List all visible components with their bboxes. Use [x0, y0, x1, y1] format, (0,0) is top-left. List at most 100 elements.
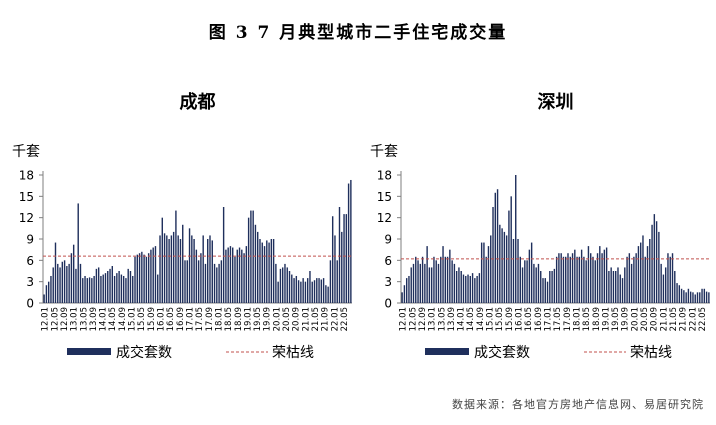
bar — [247, 217, 250, 303]
x-tick-label: 17.09 — [563, 307, 573, 331]
bar — [195, 249, 198, 303]
x-tick-label: 13.01 — [70, 307, 80, 331]
bar — [184, 260, 186, 303]
bar — [412, 263, 415, 303]
bar — [574, 249, 576, 303]
bar — [284, 263, 286, 303]
x-tick-label: 22.01 — [688, 307, 698, 331]
bar — [241, 249, 243, 303]
x-tick-label: 20.09 — [650, 307, 660, 331]
y-tick-label: 15 — [19, 190, 34, 204]
bar — [485, 256, 487, 303]
bar — [268, 242, 270, 303]
bar — [471, 273, 474, 303]
bar — [530, 242, 533, 303]
bar — [458, 267, 460, 303]
bar — [528, 249, 531, 303]
bar — [696, 292, 699, 303]
bar — [619, 274, 621, 303]
bar — [306, 278, 309, 303]
bar — [674, 271, 676, 303]
source-note: 数据来源：各地官方房地产信息网、易居研究院 — [452, 398, 704, 411]
bar — [678, 285, 681, 303]
bar — [107, 271, 109, 303]
x-tick-label: 17.09 — [205, 307, 215, 331]
x-tick-label: 16.01 — [515, 307, 525, 331]
bar — [605, 247, 608, 303]
bar — [444, 256, 447, 303]
bar — [419, 263, 422, 303]
bar — [70, 253, 73, 303]
bar — [669, 256, 671, 303]
bar — [467, 274, 469, 303]
bar — [664, 267, 667, 303]
bar — [77, 203, 79, 303]
bar — [585, 260, 587, 303]
y-axis-label: 千套 — [370, 144, 398, 160]
bar — [517, 239, 519, 303]
bar — [200, 253, 202, 303]
bar — [277, 281, 279, 303]
bar — [640, 242, 642, 303]
bar — [193, 239, 195, 303]
bar — [229, 246, 232, 303]
bar — [492, 207, 494, 303]
bar — [129, 271, 132, 303]
x-tick-label: 20.05 — [640, 307, 650, 331]
y-tick-label: 12 — [377, 211, 392, 225]
bar — [487, 246, 490, 303]
bar — [599, 246, 601, 303]
bar — [408, 275, 410, 303]
bar — [177, 235, 179, 303]
bar — [592, 256, 594, 303]
bar — [59, 267, 61, 303]
bar — [651, 224, 653, 303]
bar — [612, 271, 615, 303]
x-tick-label: 12.01 — [399, 307, 409, 331]
bar — [708, 292, 710, 303]
bar — [440, 256, 442, 303]
bar — [82, 278, 84, 303]
x-tick-label: 14.09 — [476, 307, 486, 331]
bar — [204, 263, 207, 303]
bar — [270, 239, 273, 303]
bar — [91, 278, 93, 303]
bar — [499, 224, 501, 303]
bar — [615, 271, 617, 303]
x-tick-label: 14.05 — [108, 307, 118, 331]
bar — [410, 267, 412, 303]
legend-bar-swatch — [67, 348, 111, 355]
bar — [455, 271, 458, 303]
bar — [320, 279, 323, 303]
x-tick-label: 15.01 — [486, 307, 496, 331]
bar — [327, 286, 329, 303]
x-tick-label: 15.09 — [147, 307, 157, 331]
bar — [257, 231, 259, 303]
bar — [236, 249, 238, 303]
x-tick-label: 19.05 — [253, 307, 263, 331]
x-tick-label: 16.09 — [534, 307, 544, 331]
bar — [100, 275, 102, 303]
bar — [560, 253, 562, 303]
x-tick-label: 13.09 — [447, 307, 457, 331]
bar — [304, 281, 307, 303]
bar — [345, 214, 348, 303]
bar — [302, 278, 304, 303]
chart-title: 成都 — [180, 91, 216, 113]
bar — [54, 242, 57, 303]
bar — [213, 263, 216, 303]
bar — [334, 235, 336, 303]
x-tick-label: 14.09 — [118, 307, 128, 331]
bar — [47, 281, 50, 303]
bar — [116, 273, 118, 303]
bar — [624, 267, 626, 303]
bar — [435, 260, 437, 303]
bar — [297, 280, 300, 303]
bar — [147, 253, 150, 303]
y-tick-label: 9 — [384, 233, 392, 247]
bar — [521, 267, 524, 303]
bar — [175, 210, 177, 303]
bar — [252, 210, 254, 303]
